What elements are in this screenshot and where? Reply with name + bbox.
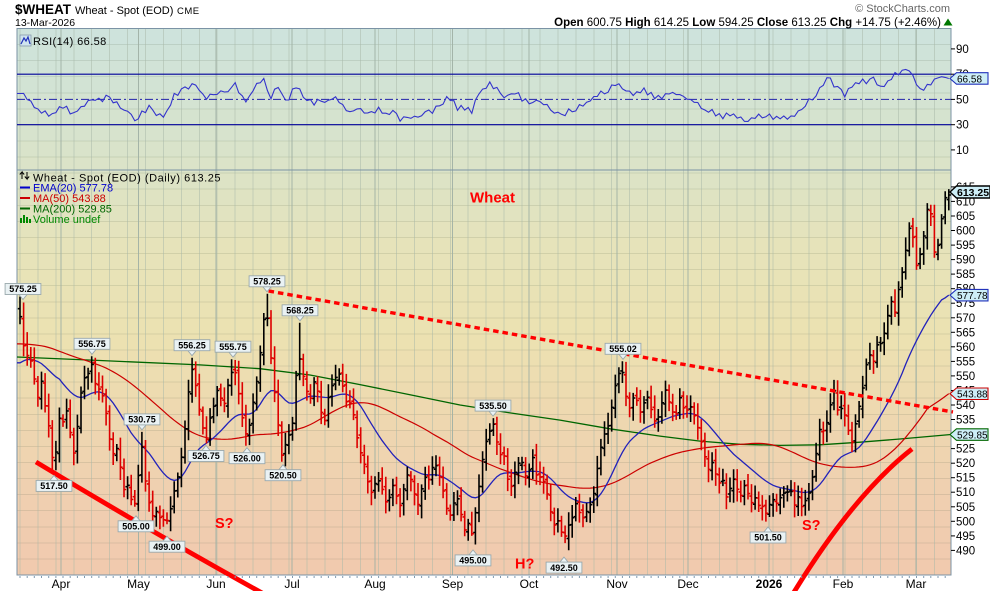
svg-text:2026: 2026 (756, 577, 783, 591)
svg-text:535.50: 535.50 (479, 401, 507, 411)
svg-text:610: 610 (956, 196, 975, 208)
svg-text:66.58: 66.58 (957, 74, 982, 85)
svg-text:515: 515 (956, 473, 975, 485)
svg-text:MA(200) 529.85: MA(200) 529.85 (33, 204, 112, 216)
svg-text:500: 500 (956, 516, 975, 528)
svg-text:600: 600 (956, 226, 975, 238)
svg-text:H?: H? (515, 557, 534, 573)
svg-text:526.75: 526.75 (192, 451, 220, 461)
svg-text:S?: S? (215, 516, 234, 532)
svg-text:495: 495 (956, 531, 975, 543)
svg-text:560: 560 (956, 342, 975, 354)
svg-text:Wheat: Wheat (470, 190, 515, 207)
svg-text:EMA(20) 577.78: EMA(20) 577.78 (33, 183, 113, 195)
svg-text:585: 585 (956, 269, 975, 281)
svg-text:499.00: 499.00 (153, 542, 181, 552)
svg-text:529.85: 529.85 (957, 430, 988, 441)
svg-text:Oct: Oct (520, 577, 539, 591)
svg-text:565: 565 (956, 327, 975, 339)
svg-text:13-Mar-2026: 13-Mar-2026 (15, 17, 75, 29)
svg-text:Dec: Dec (677, 577, 698, 591)
svg-text:555.75: 555.75 (219, 342, 247, 352)
svg-text:Wheat - Spot (EOD): Wheat - Spot (EOD) (75, 5, 173, 17)
svg-text:S?: S? (802, 518, 821, 534)
svg-text:555.02: 555.02 (609, 344, 637, 354)
svg-text:CME: CME (177, 6, 200, 17)
svg-text:550: 550 (956, 371, 975, 383)
svg-text:605: 605 (956, 211, 975, 223)
svg-text:Nov: Nov (606, 577, 627, 591)
svg-text:530.75: 530.75 (128, 415, 156, 425)
svg-text:Open 600.75 High 614.25 Low 59: Open 600.75 High 614.25 Low 594.25 Close… (554, 17, 941, 29)
svg-text:490: 490 (956, 545, 975, 557)
svg-text:RSI(14) 66.58: RSI(14) 66.58 (33, 36, 107, 48)
svg-text:505.00: 505.00 (122, 522, 150, 532)
svg-text:520.50: 520.50 (269, 470, 297, 480)
svg-text:595: 595 (956, 240, 975, 252)
svg-text:Jun: Jun (206, 577, 225, 591)
svg-text:570: 570 (956, 313, 975, 325)
svg-text:568.25: 568.25 (286, 306, 314, 316)
svg-text:Apr: Apr (52, 577, 71, 591)
svg-text:535: 535 (956, 415, 975, 427)
svg-text:526.00: 526.00 (233, 453, 261, 463)
svg-text:Sep: Sep (442, 577, 464, 591)
svg-text:MA(50) 543.88: MA(50) 543.88 (33, 193, 106, 205)
svg-text:517.50: 517.50 (40, 481, 68, 491)
svg-text:577.78: 577.78 (957, 291, 988, 302)
svg-text:492.50: 492.50 (550, 563, 578, 573)
svg-text:540: 540 (956, 400, 975, 412)
svg-text:Feb: Feb (833, 577, 854, 591)
svg-text:556.75: 556.75 (78, 339, 106, 349)
svg-text:555: 555 (956, 356, 975, 368)
svg-text:575.25: 575.25 (9, 284, 37, 294)
svg-text:© StockCharts.com: © StockCharts.com (855, 3, 950, 15)
svg-text:556.25: 556.25 (178, 340, 206, 350)
svg-text:Jul: Jul (284, 577, 299, 591)
svg-text:495.00: 495.00 (459, 556, 487, 566)
svg-text:505: 505 (956, 502, 975, 514)
svg-text:Wheat - Spot (EOD) (Daily) 613: Wheat - Spot (EOD) (Daily) 613.25 (33, 173, 221, 185)
svg-text:90: 90 (956, 44, 969, 56)
svg-text:590: 590 (956, 255, 975, 267)
svg-text:$WHEAT: $WHEAT (15, 2, 72, 17)
svg-text:May: May (127, 577, 150, 591)
svg-text:613.25: 613.25 (957, 187, 989, 199)
svg-text:520: 520 (956, 458, 975, 470)
svg-text:525: 525 (956, 444, 975, 456)
svg-text:Aug: Aug (364, 577, 385, 591)
svg-text:30: 30 (956, 120, 969, 132)
svg-text:510: 510 (956, 487, 975, 499)
svg-text:50: 50 (956, 94, 969, 106)
svg-text:578.25: 578.25 (253, 277, 281, 287)
svg-text:Volume undef: Volume undef (33, 214, 101, 226)
svg-text:543.88: 543.88 (957, 390, 988, 401)
svg-text:501.50: 501.50 (754, 533, 782, 543)
svg-text:Mar: Mar (906, 577, 927, 591)
svg-text:10: 10 (956, 145, 969, 157)
